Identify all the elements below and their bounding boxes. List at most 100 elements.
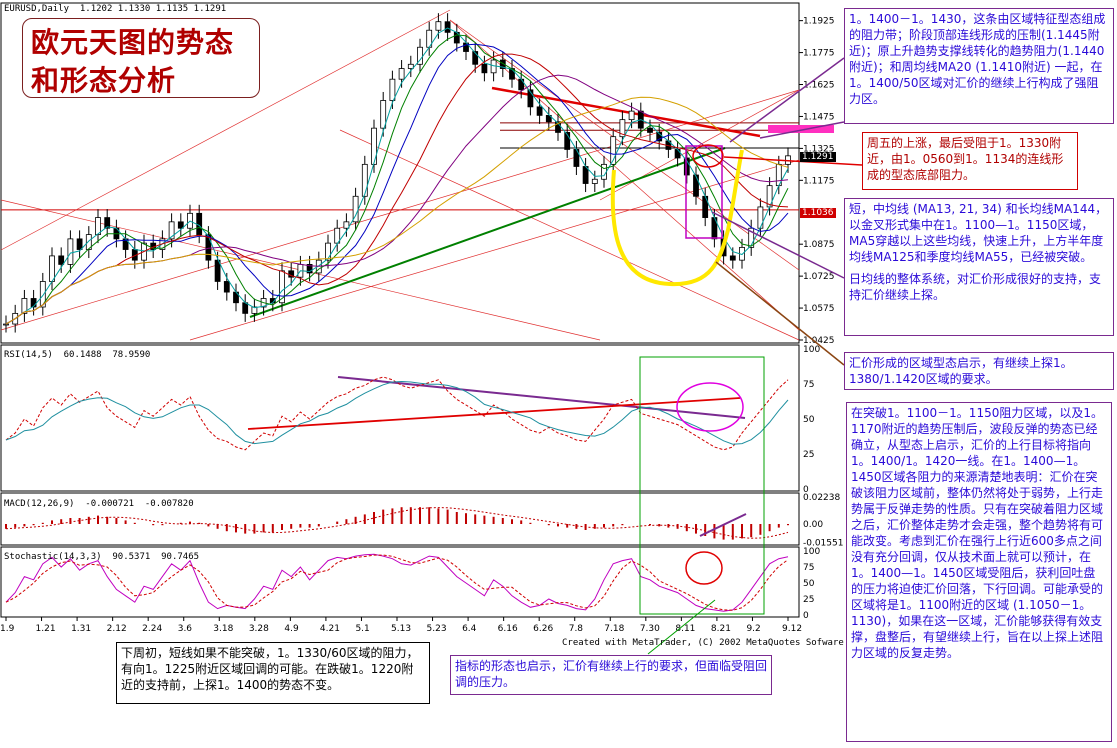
price-bar-body xyxy=(380,100,387,129)
macd-tick-label: 0.00 xyxy=(803,520,823,530)
price-tick-label: 1.1325 xyxy=(803,144,835,154)
price-bar-body xyxy=(214,259,221,282)
rsi-line xyxy=(5,376,789,451)
price-bar-body xyxy=(39,281,46,308)
price-bar-body xyxy=(58,255,65,265)
price-bar-body xyxy=(545,114,552,123)
stochastic-d-line xyxy=(5,554,789,611)
price-bar-body xyxy=(564,132,571,150)
stochastic-header: Stochastic(14,3,3) 90.5371 90.7465 xyxy=(4,552,200,562)
channel-line xyxy=(0,89,800,331)
green-indicator-box xyxy=(639,356,765,615)
note-friday-rise: 周五的上涨，最后受阻于1。1330附近，由1。0560到1。1134的连线形成的… xyxy=(862,132,1078,190)
price-bar-body xyxy=(361,163,368,197)
price-bar-body xyxy=(499,59,506,69)
pointer-line-1 xyxy=(729,57,845,143)
price-bar-body xyxy=(729,255,736,261)
date-tick-label: 5.13 xyxy=(391,624,411,634)
note-moving-averages: 短，中均线 (MA13, 21, 34) 和长均线MA144，以金叉形式集中在1… xyxy=(844,198,1114,336)
price-bar-body xyxy=(3,323,9,326)
macd-header: MACD(12,26,9) -0.000721 -0.007820 xyxy=(4,499,194,509)
rsi-tick-label: 50 xyxy=(803,415,815,425)
date-tick-label: 1.31 xyxy=(71,624,91,634)
rsi-tick-label: 75 xyxy=(803,380,814,390)
price-bar-body xyxy=(674,149,681,159)
date-tick-label: 4.21 xyxy=(320,624,340,634)
price-tick-label: 1.1625 xyxy=(803,81,835,91)
price-bar-body xyxy=(398,68,405,80)
stochastic-k-line xyxy=(5,553,789,612)
moving-average-line xyxy=(5,27,789,325)
rsi-panel xyxy=(0,344,800,492)
red-stochastic-circle xyxy=(685,551,723,585)
price-bar-body xyxy=(205,234,212,261)
date-tick-label: 2.24 xyxy=(142,624,162,634)
date-tick-label: 4.9 xyxy=(284,624,299,634)
price-bar-body xyxy=(693,174,699,197)
stochastic-tick-label: 0 xyxy=(803,611,809,621)
price-bar-body xyxy=(168,221,175,240)
date-tick-label: 7.18 xyxy=(604,624,624,634)
price-tick-label: 1.1475 xyxy=(803,112,835,122)
price-bar-body xyxy=(85,234,92,250)
price-bar-body xyxy=(371,127,377,165)
rsi-signal-line xyxy=(5,380,789,445)
price-bar-body xyxy=(389,78,396,101)
red-circle-price xyxy=(692,144,724,168)
price-bar-body xyxy=(76,238,83,250)
yellow-u-curve xyxy=(610,149,744,287)
price-bar-body xyxy=(306,264,313,274)
price-tick-label: 1.1175 xyxy=(803,176,835,186)
trend-lines xyxy=(0,9,800,430)
moving-average-line xyxy=(5,53,789,325)
rsi-tick-label: 100 xyxy=(803,345,820,355)
price-bar-body xyxy=(95,217,101,236)
macd-purple-arrow xyxy=(699,513,747,537)
pointer-line-2 xyxy=(759,121,845,139)
price-bar-body xyxy=(251,306,258,314)
price-bar-body xyxy=(223,281,230,293)
pointer-line-3 xyxy=(723,156,863,166)
price-bar-body xyxy=(444,21,451,33)
price-bar-body xyxy=(435,21,442,31)
stochastic-tick-label: 50 xyxy=(803,579,815,589)
price-bar-body xyxy=(67,238,74,265)
note-next-week: 下周初，短线如果不能突破，1。1330/60区域的阻力，有向1。1225附近区域… xyxy=(116,642,430,704)
price-bar-body xyxy=(196,212,203,236)
stochastic-tick-label: 25 xyxy=(803,595,814,605)
macd-panel xyxy=(0,492,800,546)
green-support-line xyxy=(249,147,726,318)
stochastic-tick-label: 75 xyxy=(803,563,814,573)
price-bar-body xyxy=(656,132,663,142)
date-tick-label: 8.11 xyxy=(675,624,695,634)
indicator-series xyxy=(5,376,789,612)
price-series xyxy=(3,13,791,333)
pointer-line-5 xyxy=(715,261,845,366)
price-bar-body xyxy=(177,221,184,229)
axis-labels: 1.1925 1.1775 1.1625 1.1475 1.1325 1.1175 1.08… xyxy=(0,17,843,634)
macd-signal-line xyxy=(5,507,789,539)
rsi-red-trend xyxy=(247,397,741,430)
magenta-rsi-ellipse xyxy=(676,382,744,432)
price-bar-body xyxy=(536,106,543,116)
date-tick-label: 3.6 xyxy=(178,624,193,634)
price-bar-body xyxy=(21,298,28,314)
price-bar-body xyxy=(610,136,617,165)
title-line-2: 和形态分析 xyxy=(31,64,177,97)
price-bar-body xyxy=(49,255,55,282)
macd-tick-label: 0.02238 xyxy=(803,493,840,503)
price-bar-body xyxy=(472,51,479,65)
date-tick-label: 1.9 xyxy=(0,624,15,634)
date-tick-label: 1.21 xyxy=(36,624,56,634)
price-bar-body xyxy=(104,217,111,229)
title-line-1: 欧元天图的势态 xyxy=(31,26,235,59)
symbol-header: EURUSD,Daily 1.1202 1.1330 1.1135 1.1291 xyxy=(4,4,227,14)
price-bar-body xyxy=(242,302,249,314)
date-tick-label: 3.18 xyxy=(213,624,233,634)
price-bar-body xyxy=(628,110,635,121)
chart-title-box: 欧元天图的势态 和形态分析 xyxy=(22,18,260,98)
price-tick-label: 1.0575 xyxy=(803,304,835,314)
date-tick-label: 6.4 xyxy=(462,624,477,634)
channel-line xyxy=(449,19,800,331)
